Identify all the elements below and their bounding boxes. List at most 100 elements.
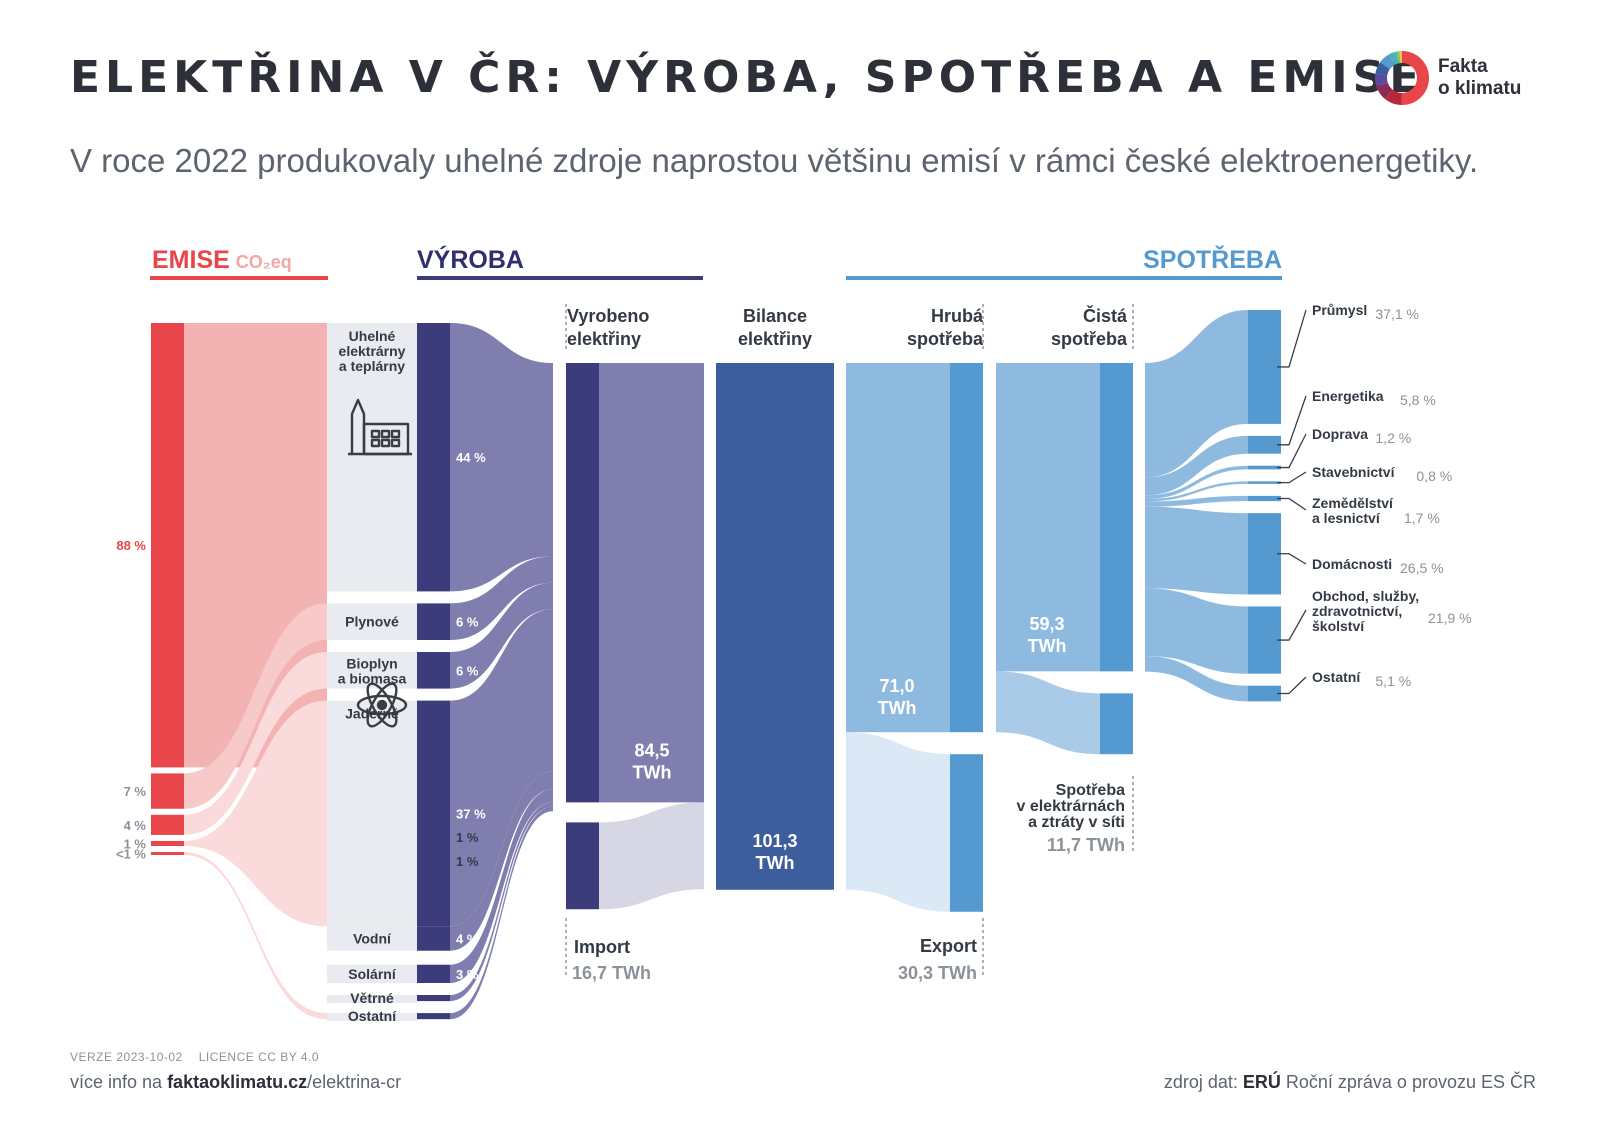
consumption-leader — [1277, 395, 1307, 446]
consumption-bar — [1248, 513, 1281, 595]
production-share-label: 37 % — [456, 806, 486, 821]
production-flow — [450, 323, 553, 592]
emission-bar — [151, 852, 184, 855]
logo-line-1: Fakta — [1438, 56, 1488, 77]
emission-bar — [151, 840, 184, 846]
emission-label: 4 % — [124, 818, 147, 833]
production-flow — [450, 771, 553, 951]
production-bar — [417, 603, 450, 640]
production-label-bg — [327, 926, 417, 951]
production-label: Uhelné elektrárny a teplárny — [339, 328, 406, 374]
info-link-line: více info na faktaoklimatu.cz/elektrina-… — [70, 1072, 401, 1093]
export-value: 30,3 TWh — [898, 963, 977, 983]
icon-layer — [348, 398, 412, 728]
vyrobeno-value: 84,5 TWh — [633, 740, 672, 782]
production-bar — [417, 700, 450, 927]
consumption-share: 5,1 % — [1375, 673, 1411, 689]
logo-line-2: o klimatu — [1438, 78, 1522, 99]
consumption-bar — [1248, 465, 1281, 470]
consumption-leader — [1277, 309, 1307, 368]
page-title: ELEKTŘINA V ČR: VÝROBA, SPOTŘEBA A EMISE — [70, 52, 1425, 103]
source-org: ERÚ — [1242, 1072, 1281, 1092]
consumption-label: Průmysl — [1312, 302, 1367, 318]
consumption-leader — [1277, 609, 1307, 641]
production-label: Plynové — [345, 614, 399, 630]
section-underline-spotreba — [846, 276, 1282, 280]
consumption-flow — [1145, 655, 1248, 702]
emission-flow — [184, 603, 327, 809]
export-flow — [846, 732, 950, 912]
consumption-bar — [1248, 495, 1281, 502]
emission-label: 1 % — [124, 836, 147, 851]
production-share-label: 3 % — [456, 967, 479, 982]
production-share-label: 4 % — [456, 932, 479, 947]
production-bar — [417, 1013, 450, 1020]
import-value: 16,7 TWh — [572, 963, 651, 983]
section-title-emise: EMISE CO₂eq — [152, 246, 292, 274]
logo[interactable]: Fakta o klimatu — [1372, 48, 1562, 108]
hruba-bar — [950, 363, 983, 733]
bar-layer — [150, 276, 1307, 1022]
export-label: Export — [920, 936, 977, 956]
consumption-bar — [1248, 481, 1281, 484]
consumption-leader — [1277, 433, 1307, 469]
production-label: Ostatní — [348, 1008, 397, 1024]
production-label-bg — [327, 995, 417, 1003]
consumption-label: Obchod, služby, zdravotnictví, školství — [1312, 588, 1419, 634]
consumption-flow — [1145, 495, 1248, 507]
info-domain-link[interactable]: faktaoklimatu.cz — [167, 1072, 308, 1092]
emission-label: 7 % — [124, 784, 147, 799]
production-bar — [417, 323, 450, 592]
production-label: Větrné — [350, 990, 394, 1006]
consumption-label: Domácnosti — [1312, 556, 1392, 572]
factory-icon — [348, 398, 412, 456]
consumption-flow — [1145, 435, 1248, 496]
emission-flow — [184, 852, 327, 1020]
emission-label: <1 % — [116, 847, 146, 862]
production-bar — [417, 995, 450, 1002]
cista-flow-bar — [996, 363, 1100, 672]
info-path-link[interactable]: /elektrina-cr — [307, 1072, 402, 1092]
consumption-bar — [1248, 685, 1281, 702]
data-source-line: zdroj dat: ERÚ Roční zpráva o provozu ES… — [1164, 1072, 1536, 1093]
production-flow — [450, 609, 553, 927]
hruba-flow-bar — [846, 363, 950, 733]
consumption-flow — [1145, 481, 1248, 502]
source-doc: Roční zpráva o provozu ES ČR — [1280, 1072, 1536, 1092]
atom-icon — [356, 682, 408, 728]
production-label-bg — [327, 964, 417, 983]
production-flow — [450, 802, 553, 1002]
license-text[interactable]: LICENCE CC BY 4.0 — [198, 1050, 320, 1064]
section-title-vyroba: VÝROBA — [417, 244, 524, 274]
bilance-value: 101,3 TWh — [752, 831, 797, 873]
import-flow — [599, 802, 704, 910]
source-prefix: zdroj dat: — [1163, 1072, 1243, 1092]
vyrobeno-label: Vyrobeno elektřiny — [567, 306, 649, 349]
production-flow — [450, 582, 553, 689]
production-flow — [450, 789, 553, 983]
section-underline-vyroba — [417, 276, 703, 280]
emission-bar — [151, 773, 184, 809]
production-flow — [450, 806, 553, 1020]
production-bar — [417, 926, 450, 951]
consumption-share: 26,5 % — [1400, 560, 1444, 576]
consumption-share: 1,2 % — [1375, 430, 1411, 446]
production-label-bg — [327, 1013, 417, 1022]
consumption-share: 5,8 % — [1400, 392, 1436, 408]
consumption-bar — [1248, 310, 1281, 424]
logo-ring-icon — [1375, 51, 1429, 105]
emission-flow — [184, 700, 327, 927]
logo-text: Fakta o klimatu — [1438, 56, 1521, 100]
production-flow — [450, 556, 553, 640]
ztraty-bar — [1100, 693, 1133, 755]
production-label: Solární — [348, 966, 397, 982]
production-share-label: 1 % — [456, 854, 479, 869]
hruba-label: Hrubá spotřeba — [907, 306, 984, 349]
emission-bar — [151, 814, 184, 835]
production-share-label: 44 % — [456, 450, 486, 465]
hruba-value: 71,0 TWh — [878, 676, 917, 718]
consumption-label: Ostatní — [1312, 669, 1361, 685]
production-label-bg — [327, 603, 417, 640]
cista-bar — [1100, 363, 1133, 672]
